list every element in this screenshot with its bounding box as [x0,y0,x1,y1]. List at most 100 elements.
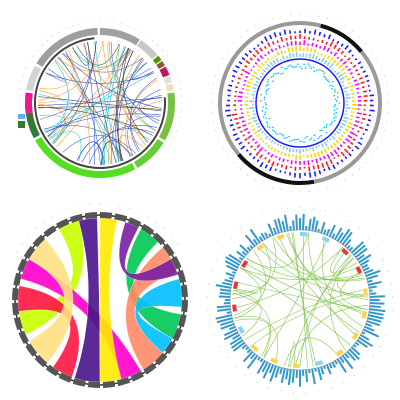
track-bar [343,55,347,58]
tick-label: – [266,385,269,389]
chromosome-segment [152,55,162,64]
histogram-bar [320,366,325,375]
track-bar [347,134,353,139]
scatter-dot [334,90,336,93]
track-bar [318,31,322,36]
track-bar [291,47,294,52]
link-curve [123,48,149,143]
tick-label: – [128,207,131,211]
track-bar [288,147,292,153]
track-bar [247,141,251,145]
tick-label: – [211,333,215,336]
track-bar [292,53,295,58]
track-bar [313,48,317,54]
histogram-bar [260,232,266,240]
track-bar [344,156,348,160]
track-bar [333,52,338,57]
histogram-bar [339,356,345,364]
tick-label: – [205,308,209,310]
track-bar [266,63,272,69]
track-bar [243,127,249,132]
link-curve [113,140,124,163]
track-bar [266,57,271,62]
tick-label: – [226,49,230,53]
track-bar [340,159,344,163]
tick-label: – [180,95,184,97]
track-bar [333,44,338,50]
ideogram-segment [56,218,70,229]
histogram-bar [219,291,231,295]
track-bar [355,134,358,137]
tick-label: – [216,137,220,140]
histogram-bar [344,352,350,359]
track-bar [273,54,277,58]
track-bar [285,146,289,151]
track-bar [248,49,252,54]
tick-label: – [364,42,368,46]
histogram-bar [250,352,256,360]
scatter-dot [268,126,271,129]
ideogram-segment [12,287,19,300]
track-bar [244,65,248,68]
track-bar [267,51,270,55]
histogram-bar [238,256,244,261]
scatter-dot [293,66,296,69]
track-bar [351,92,355,95]
link-curve [240,266,351,346]
histogram-bar [366,320,381,327]
link-curve [109,41,156,131]
track-bar [269,61,274,67]
link-curve [130,77,157,151]
link-curve [43,125,133,157]
histogram-bar [317,228,320,233]
histogram-bar [305,369,309,383]
scatter-dot [272,129,274,131]
link-curve [49,131,82,162]
histogram-bar [228,253,242,264]
scatter-dot [299,140,301,143]
track-bar [273,148,277,152]
track-bar [356,87,360,90]
tick-label: – [246,29,250,33]
tick-label: – [229,236,233,240]
track-bar [332,164,336,170]
track-bar [251,125,254,128]
track-bar [269,166,273,172]
link-curve [82,43,156,132]
track-bar [320,53,323,56]
track-bar [249,57,253,61]
tick-label: – [155,220,159,224]
histogram-bar [368,280,382,286]
tick-label: – [253,178,257,182]
track-bar [259,47,264,52]
track-bar [234,117,239,121]
scatter-dot [267,79,269,81]
histogram-bar [287,369,292,386]
marker-band [276,234,285,240]
track-bar [317,144,321,147]
track-bar [340,80,344,84]
tick-label: – [317,188,320,192]
scatter-dot [279,133,281,135]
tick-label: – [27,60,31,64]
scatter-dot [323,75,325,77]
scatter-dot [272,80,274,82]
tick-label: – [243,373,247,377]
histogram-bar [336,232,344,242]
marker-band [233,281,239,289]
track-bar [274,168,277,171]
tick-label: – [280,14,283,18]
scatter-dot [262,116,265,118]
track-bar [259,154,264,159]
tick-label: – [113,20,116,24]
histogram-bar [366,274,379,280]
track-bar [333,70,337,73]
tick-label: – [92,19,94,23]
histogram-bar [223,328,237,337]
track-bar [231,79,234,83]
track-bar [331,135,336,140]
track-bar [270,146,274,150]
track-bar [323,148,328,154]
histogram-bar [228,325,236,331]
track-bar [323,168,326,172]
